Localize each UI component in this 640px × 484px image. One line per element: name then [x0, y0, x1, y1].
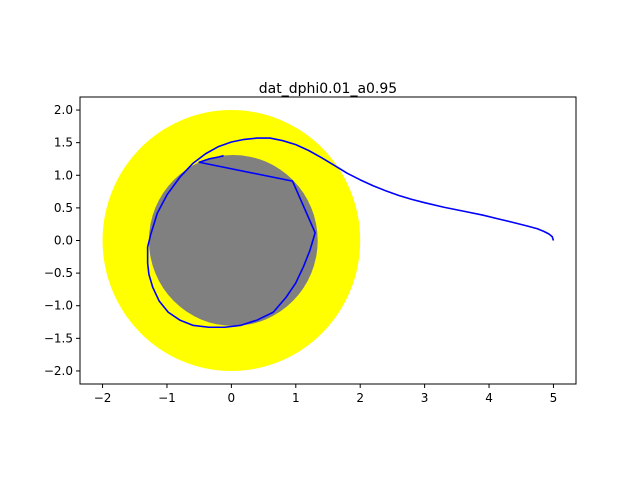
- x-tick-label: 0: [228, 391, 236, 405]
- y-tick-label: 1.5: [54, 136, 73, 150]
- x-tick-label: −1: [158, 391, 176, 405]
- y-tick-label: −0.5: [44, 266, 73, 280]
- y-tick-label: 1.0: [54, 168, 73, 182]
- series-line-0: [146, 137, 555, 329]
- x-tick-label: 2: [356, 391, 364, 405]
- axes: −2 −1 0 1 2 3 4 5 −2.0 −1.5 −1.0 −0.5 0.0 0.5 1.0 1.5 2.…: [44, 96, 577, 405]
- y-tick-label: −2.0: [44, 364, 73, 378]
- y-tick-label: −1.0: [44, 299, 73, 313]
- x-tick-label: 5: [550, 391, 558, 405]
- x-tick-label: 3: [421, 391, 429, 405]
- inner-disk: [148, 155, 318, 326]
- y-tick-label: 2.0: [54, 103, 73, 117]
- x-tick-label: 4: [485, 391, 493, 405]
- y-tick-label: 0.5: [54, 201, 73, 215]
- chart-title: dat_dphi0.01_a0.95: [259, 81, 397, 97]
- y-tick-label: −1.5: [44, 331, 73, 345]
- y-tick-label: 0.0: [54, 234, 73, 248]
- x-tick-label: 1: [292, 391, 300, 405]
- plot-area: [102, 110, 555, 371]
- x-tick-label: −2: [94, 391, 112, 405]
